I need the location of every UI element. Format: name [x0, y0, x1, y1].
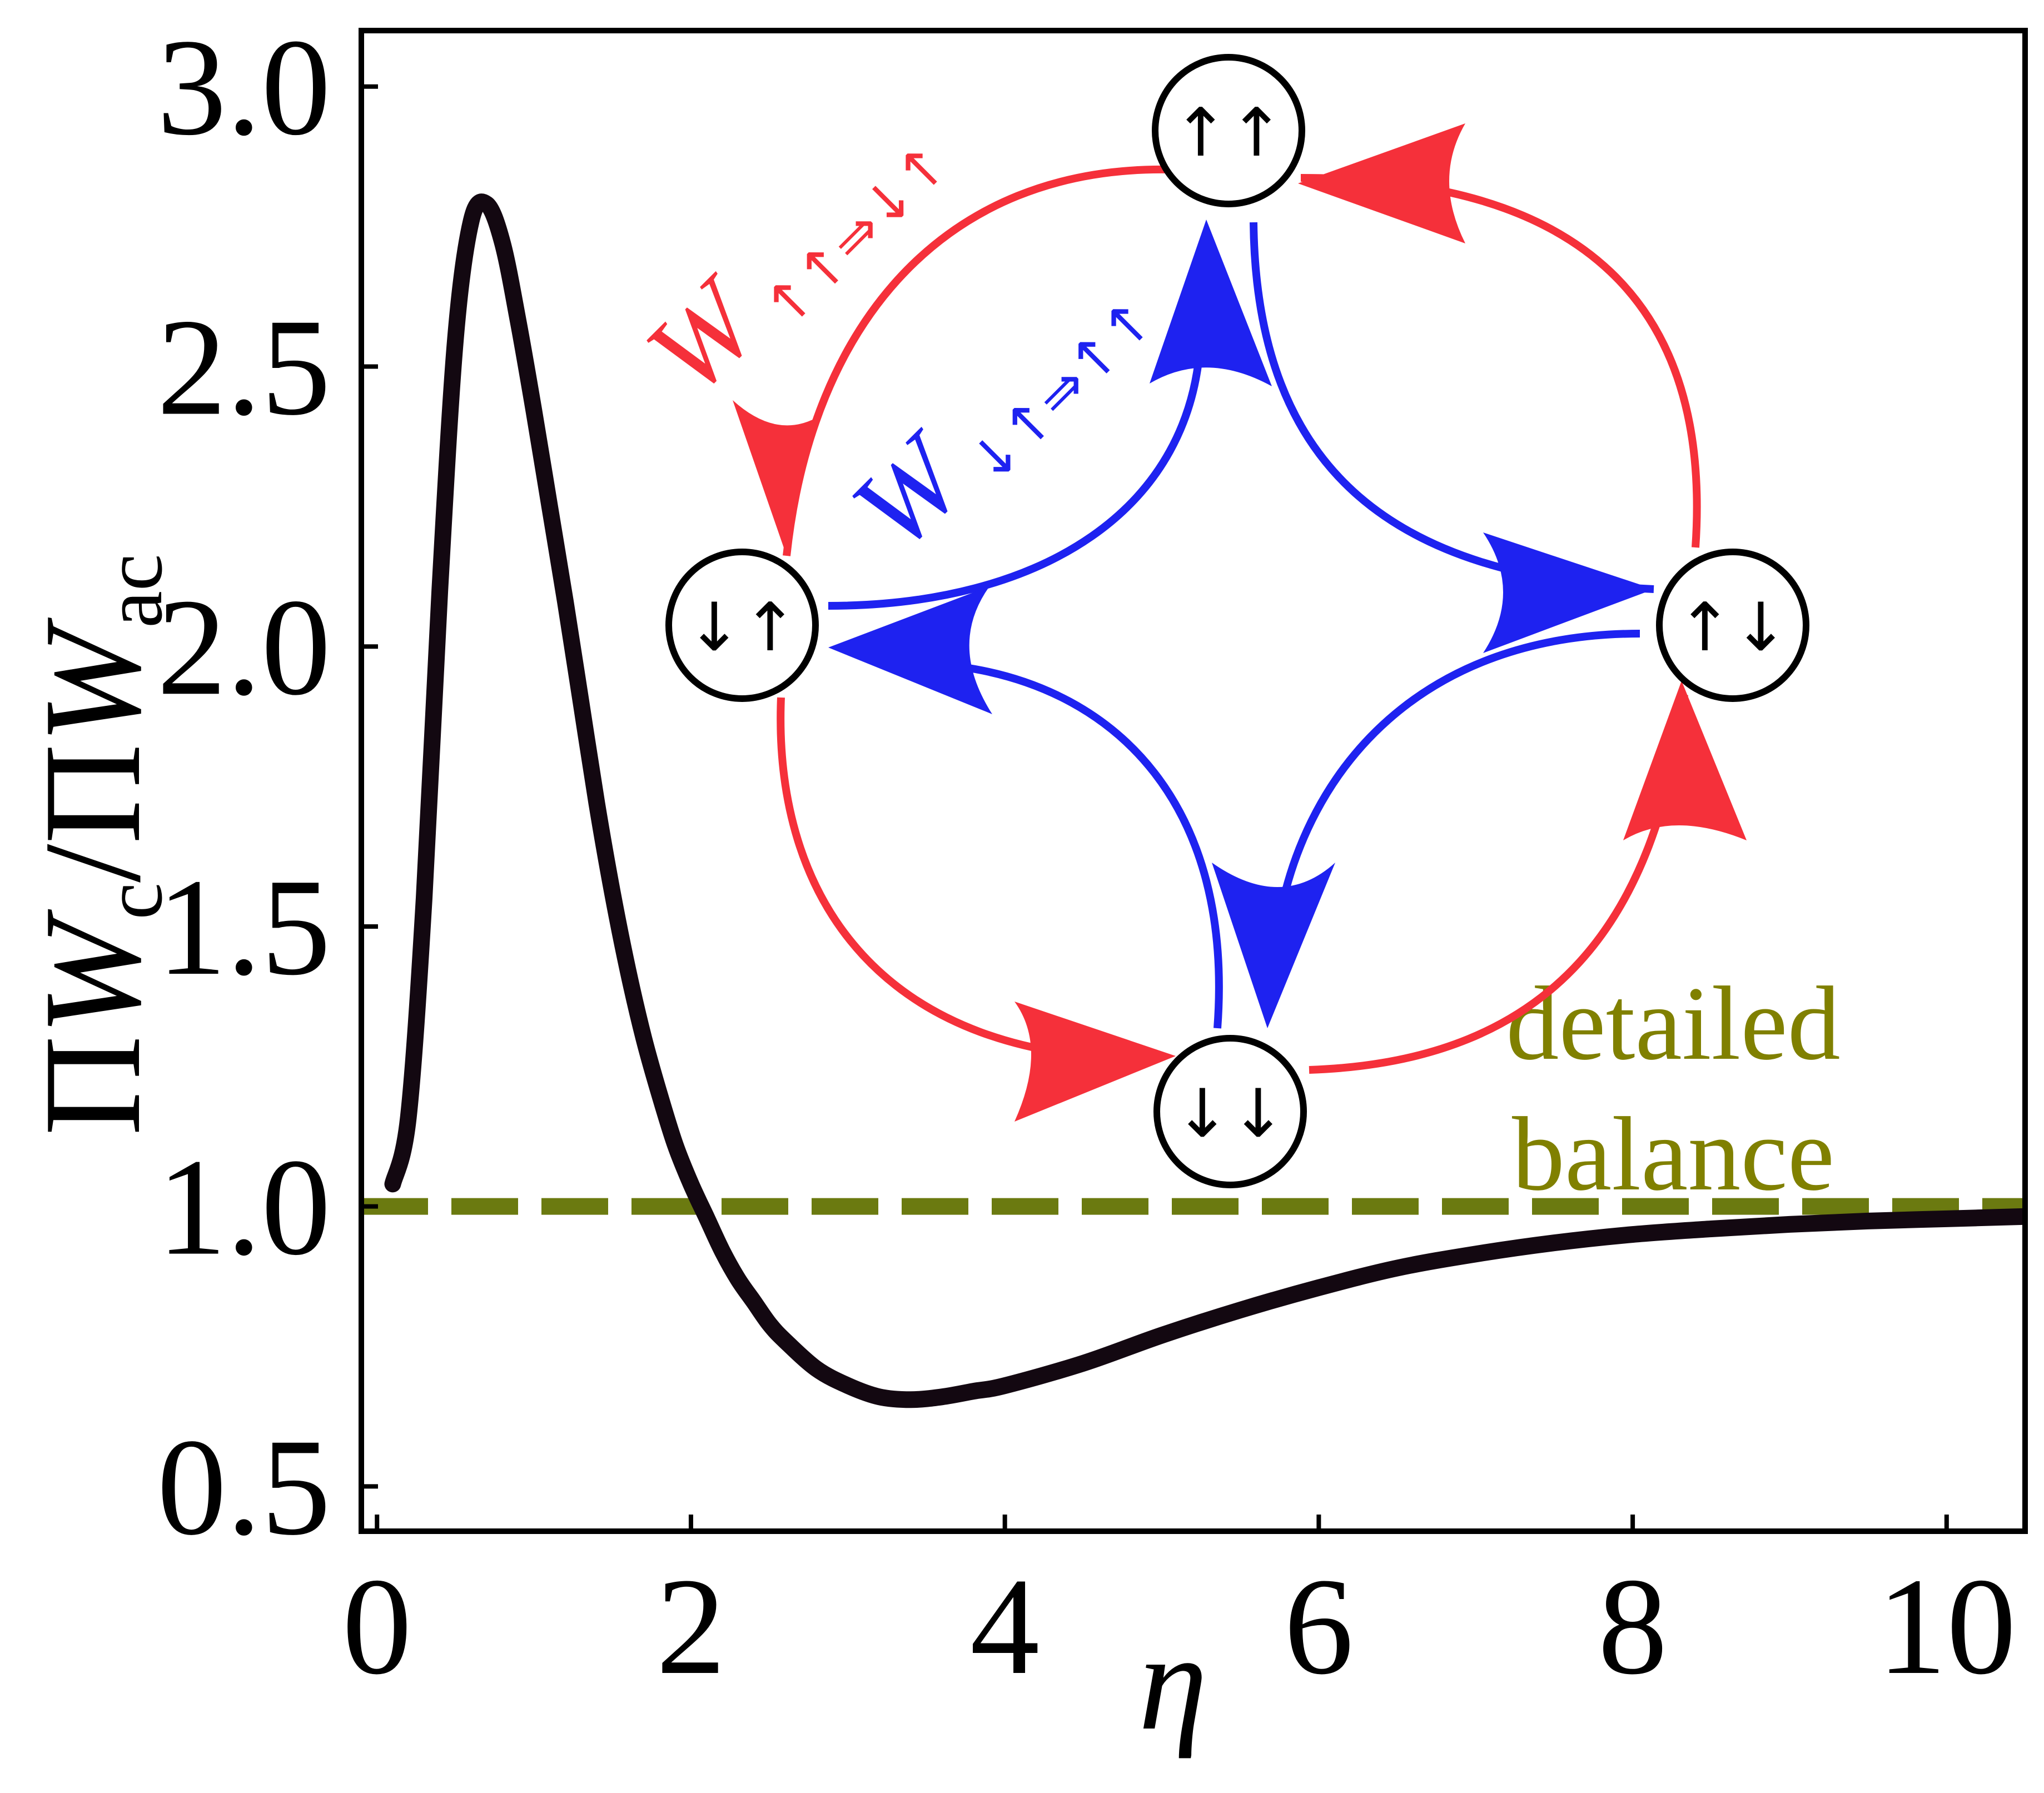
x-tick-label: 8: [1598, 1550, 1668, 1704]
blue-arrowhead-to-du: [828, 586, 992, 714]
x-tick-label: 6: [1284, 1550, 1354, 1704]
blue-arc-ud-dd: [1275, 630, 1640, 924]
y-tick-label: 0.5: [157, 1410, 331, 1564]
blue-arc-du-uu: [828, 333, 1205, 610]
blue-rate-symbol: W: [827, 407, 993, 574]
x-tick-label: 2: [656, 1550, 725, 1704]
red-arc-ud-uu: [1300, 174, 1701, 548]
blue-arrowhead-to-dd: [1212, 863, 1335, 1028]
state-node-dd: ↓↓: [1153, 1035, 1307, 1188]
blue-arc-dd-du: [961, 663, 1223, 1029]
red-rate-symbol: W: [621, 252, 788, 418]
blue-rate-subscript: ↓↑⇒↑↑: [956, 286, 1167, 496]
blue-arc-uu-ud: [1250, 222, 1654, 593]
x-tick-label: 10: [1877, 1550, 2016, 1704]
red-rate-label: W ↑↑⇒↓↑: [621, 130, 961, 418]
annotation-line2: balance: [1512, 1096, 1834, 1213]
series-line-0: [384, 193, 2025, 1408]
x-axis-label: η: [1138, 1605, 1207, 1759]
y-label-prod-1: Π: [16, 1035, 170, 1136]
red-arrowhead-to-ud: [1623, 681, 1747, 840]
state-label-uu: ↑↑: [1172, 94, 1284, 172]
y-tick-label: 2.0: [157, 570, 331, 724]
blue-arrowhead-to-ud: [1483, 532, 1654, 653]
x-tick-label: 4: [970, 1550, 1040, 1704]
y-axis-label: ΠWc/ΠWac: [16, 554, 180, 1136]
red-arrowhead-to-du: [733, 400, 816, 556]
red-rate-subscript: ↑↑⇒↓↑: [750, 130, 961, 341]
y-label-sep: /: [16, 844, 170, 883]
red-arc-du-dd: [777, 697, 1154, 1063]
svg-text:ΠWc/ΠWac: ΠWc/ΠWac: [16, 554, 180, 1136]
y-tick-label: 1.5: [157, 850, 331, 1004]
series-layer: [384, 193, 2025, 1408]
plot-frame: [359, 28, 2028, 1534]
tick-layer: 0 2 4 6 8 10 0.5 1.0 1.5 2.0 2.5 3.0: [157, 11, 2016, 1704]
y-label-sub-2: ac: [87, 554, 180, 628]
x-tick-label: 0: [342, 1550, 412, 1704]
y-label-sub-1: c: [87, 883, 180, 920]
state-label-du: ↓↑: [686, 589, 798, 666]
state-label-dd: ↓↓: [1174, 1075, 1286, 1153]
state-node-ud: ↑↓: [1656, 549, 1809, 702]
y-label-var-1: W: [16, 909, 170, 1035]
blue-arrowhead-to-uu: [1150, 220, 1272, 386]
state-label-ud: ↑↓: [1677, 589, 1788, 666]
y-tick-label: 2.5: [157, 290, 331, 444]
y-tick-label: 1.0: [157, 1130, 331, 1284]
y-label-var-2: W: [16, 617, 170, 744]
blue-rate-label: W ↓↑⇒↑↑: [827, 286, 1167, 574]
state-node-uu: ↑↑: [1152, 54, 1305, 207]
y-label-prod-2: Π: [16, 744, 170, 844]
y-tick-label: 3.0: [157, 11, 331, 165]
red-arrowhead-to-dd: [1014, 1002, 1176, 1122]
red-arrowhead-to-uu: [1298, 123, 1465, 243]
state-node-du: ↓↑: [665, 549, 819, 702]
